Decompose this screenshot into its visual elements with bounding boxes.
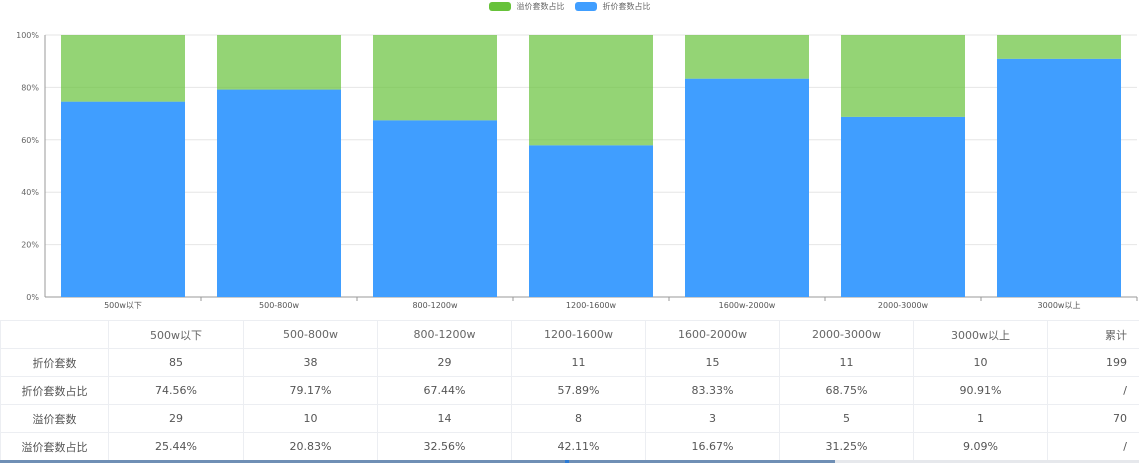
bar-premium bbox=[61, 35, 185, 102]
table-cell: 15 bbox=[645, 348, 780, 377]
table-cell: 85 bbox=[108, 348, 244, 377]
row-label: 折价套数占比 bbox=[0, 376, 109, 405]
table-cell: 68.75% bbox=[779, 376, 914, 405]
table-header-total: 累计 bbox=[1047, 320, 1139, 349]
legend-item-discount[interactable]: 折价套数占比 bbox=[574, 0, 651, 12]
bar-discount bbox=[685, 78, 809, 297]
y-tick-label: 60% bbox=[21, 136, 39, 145]
table-cell: 25.44% bbox=[108, 432, 244, 461]
y-tick-label: 0% bbox=[26, 293, 39, 302]
table-cell: 5 bbox=[779, 404, 914, 433]
row-label: 溢价套数占比 bbox=[0, 432, 109, 461]
table-row: 折价套数占比 74.56% 79.17% 67.44% 57.89% 83.33… bbox=[0, 376, 1139, 405]
table-row: 折价套数 85 38 29 11 15 11 10 199 bbox=[0, 348, 1139, 377]
x-tick-label: 1200-1600w bbox=[566, 301, 617, 310]
table-total-cell: 70 bbox=[1047, 404, 1139, 433]
x-tick-label: 500w以下 bbox=[104, 301, 142, 310]
y-tick-label: 20% bbox=[21, 241, 39, 250]
table-cell: 14 bbox=[377, 404, 512, 433]
table-row: 溢价套数占比 25.44% 20.83% 32.56% 42.11% 16.67… bbox=[0, 432, 1139, 461]
data-table: 500w以下 500-800w 800-1200w 1200-1600w 160… bbox=[0, 320, 1139, 461]
table-cell: 10 bbox=[243, 404, 378, 433]
bar-discount bbox=[61, 101, 185, 297]
table-header-cell: 800-1200w bbox=[377, 320, 512, 349]
table-total-cell: 199 bbox=[1047, 348, 1139, 377]
bar-premium bbox=[373, 35, 497, 121]
table-cell: 29 bbox=[108, 404, 244, 433]
table-cell: 9.09% bbox=[913, 432, 1048, 461]
x-tick-label: 1600w-2000w bbox=[719, 301, 776, 310]
table-header-cell: 2000-3000w bbox=[779, 320, 914, 349]
bar-premium bbox=[997, 35, 1121, 59]
table-total-cell: / bbox=[1047, 432, 1139, 461]
table-header-cell: 3000w以上 bbox=[913, 320, 1048, 349]
table-cell: 42.11% bbox=[511, 432, 646, 461]
table-header-row: 500w以下 500-800w 800-1200w 1200-1600w 160… bbox=[0, 320, 1139, 349]
bar-discount bbox=[997, 58, 1121, 298]
table-cell: 10 bbox=[913, 348, 1048, 377]
row-label: 折价套数 bbox=[0, 348, 109, 377]
bar-premium bbox=[529, 35, 653, 146]
table-cell: 29 bbox=[377, 348, 512, 377]
table-cell: 20.83% bbox=[243, 432, 378, 461]
bar-premium bbox=[217, 35, 341, 90]
table-cell: 57.89% bbox=[511, 376, 646, 405]
row-label: 溢价套数 bbox=[0, 404, 109, 433]
bar-discount bbox=[217, 89, 341, 297]
table-cell: 1 bbox=[913, 404, 1048, 433]
legend-swatch-premium bbox=[488, 1, 511, 11]
x-tick-label: 3000w以上 bbox=[1038, 301, 1081, 310]
table-cell: 38 bbox=[243, 348, 378, 377]
table-cell: 83.33% bbox=[645, 376, 780, 405]
table-cell: 11 bbox=[511, 348, 646, 377]
legend-swatch-discount bbox=[574, 1, 597, 11]
bar-premium bbox=[841, 35, 965, 117]
bar-discount bbox=[529, 145, 653, 297]
table-cell: 31.25% bbox=[779, 432, 914, 461]
bar-premium bbox=[685, 35, 809, 79]
legend-item-premium[interactable]: 溢价套数占比 bbox=[488, 0, 565, 12]
y-tick-label: 40% bbox=[21, 188, 39, 197]
table-cell: 79.17% bbox=[243, 376, 378, 405]
y-tick-label: 80% bbox=[21, 83, 39, 92]
table-total-cell: / bbox=[1047, 376, 1139, 405]
table-cell: 3 bbox=[645, 404, 780, 433]
legend-label-premium: 溢价套数占比 bbox=[516, 1, 565, 11]
bar-discount bbox=[373, 120, 497, 298]
table-cell: 11 bbox=[779, 348, 914, 377]
table-cell: 67.44% bbox=[377, 376, 512, 405]
chart-legend: 溢价套数占比 折价套数占比 bbox=[0, 0, 1139, 12]
table-header-cell: 1600-2000w bbox=[645, 320, 780, 349]
table-cell: 90.91% bbox=[913, 376, 1048, 405]
table-header-cell: 1200-1600w bbox=[511, 320, 646, 349]
table-header-cell: 500-800w bbox=[243, 320, 378, 349]
x-tick-label: 2000-3000w bbox=[878, 301, 929, 310]
bar-discount bbox=[841, 116, 965, 297]
table-cell: 8 bbox=[511, 404, 646, 433]
x-tick-label: 800-1200w bbox=[412, 301, 458, 310]
x-tick-label: 500-800w bbox=[259, 301, 299, 310]
bottom-scroll-strip bbox=[0, 460, 1139, 463]
table-row: 溢价套数 29 10 14 8 3 5 1 70 bbox=[0, 404, 1139, 433]
table-cell: 16.67% bbox=[645, 432, 780, 461]
table-cell: 74.56% bbox=[108, 376, 244, 405]
legend-label-discount: 折价套数占比 bbox=[602, 1, 651, 11]
table-cell: 32.56% bbox=[377, 432, 512, 461]
y-tick-label: 100% bbox=[16, 31, 39, 40]
table-header-blank bbox=[0, 320, 109, 349]
stacked-bar-chart: 0% 20% 40% 60% 80% 100% 500w以下 500-800w 800-1200… bbox=[16, 31, 1138, 310]
table-header-cell: 500w以下 bbox=[108, 320, 244, 349]
